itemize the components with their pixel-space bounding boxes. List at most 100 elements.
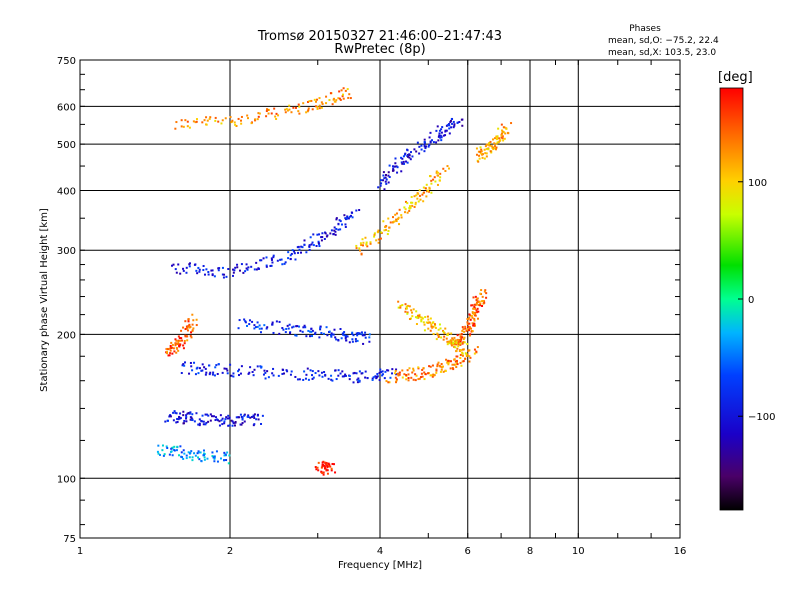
data-point — [281, 372, 284, 375]
data-point — [215, 450, 218, 453]
data-point — [252, 424, 255, 427]
data-point — [246, 114, 249, 117]
data-point — [449, 360, 452, 363]
data-point — [356, 378, 359, 381]
data-point — [246, 117, 249, 120]
data-point — [472, 312, 475, 315]
data-point — [307, 109, 310, 112]
data-point — [484, 289, 487, 292]
data-point — [188, 265, 191, 268]
data-point — [439, 172, 442, 175]
data-point — [225, 459, 228, 462]
data-point — [477, 300, 480, 303]
data-point — [175, 449, 178, 452]
data-point — [266, 326, 269, 329]
data-point — [335, 227, 338, 230]
data-point — [357, 332, 360, 335]
data-point — [471, 316, 474, 319]
data-point — [311, 377, 314, 380]
data-point — [417, 366, 420, 369]
data-point — [476, 317, 479, 320]
data-point — [468, 313, 471, 316]
data-point — [164, 420, 167, 423]
y-tick-label: 100 — [57, 474, 76, 485]
data-point — [449, 119, 452, 122]
data-point — [398, 223, 401, 226]
data-point — [402, 155, 405, 158]
data-point — [455, 366, 458, 369]
data-point — [218, 424, 221, 427]
data-point — [325, 462, 328, 465]
data-point — [400, 214, 403, 217]
data-point — [368, 340, 371, 343]
data-point — [182, 410, 185, 413]
data-point — [229, 363, 232, 366]
data-point — [248, 323, 251, 326]
data-point — [388, 164, 391, 167]
data-point — [184, 335, 187, 338]
data-point — [439, 134, 442, 137]
data-point — [439, 136, 442, 139]
data-point — [186, 325, 189, 328]
data-point — [223, 451, 226, 454]
data-point — [238, 416, 241, 419]
data-point — [216, 460, 219, 463]
data-point — [415, 323, 418, 326]
data-point — [423, 323, 426, 326]
data-point — [444, 170, 447, 173]
data-point — [450, 341, 453, 344]
data-point — [321, 236, 324, 239]
data-point — [223, 420, 226, 423]
data-point — [297, 103, 300, 106]
data-point — [501, 135, 504, 138]
data-point — [418, 194, 421, 197]
data-point — [270, 264, 273, 267]
data-point — [461, 348, 464, 351]
data-point — [296, 246, 299, 249]
data-point — [398, 371, 401, 374]
data-point — [470, 330, 473, 333]
data-point — [308, 244, 311, 247]
data-point — [437, 328, 440, 331]
data-point — [401, 376, 404, 379]
data-point — [277, 114, 280, 117]
data-point — [257, 115, 260, 118]
data-point — [238, 368, 241, 371]
data-point — [313, 98, 316, 101]
data-point — [305, 111, 308, 114]
stats-o-line: mean, sd,O: −75.2, 22.4 — [608, 36, 719, 46]
data-point — [451, 337, 454, 340]
data-point — [426, 315, 429, 318]
data-point — [342, 97, 345, 100]
data-point — [409, 151, 412, 154]
data-point — [364, 336, 367, 339]
data-point — [392, 168, 395, 171]
data-point — [200, 460, 203, 463]
data-point — [316, 466, 319, 469]
data-point — [453, 340, 456, 343]
data-point — [209, 419, 212, 422]
data-point — [282, 328, 285, 331]
data-point — [291, 249, 294, 252]
data-point — [411, 155, 414, 158]
data-point — [213, 456, 216, 459]
data-point — [170, 450, 173, 453]
data-point — [408, 318, 411, 321]
data-point — [237, 370, 240, 373]
data-point — [292, 106, 295, 109]
data-point — [423, 141, 426, 144]
data-point — [395, 379, 398, 382]
data-point — [314, 372, 317, 375]
data-point — [325, 235, 328, 238]
data-point — [175, 421, 178, 424]
data-point — [251, 320, 254, 323]
data-point — [191, 459, 194, 462]
data-point — [318, 233, 321, 236]
data-point — [346, 216, 349, 219]
data-point — [448, 127, 451, 130]
data-point — [403, 211, 406, 214]
data-point — [246, 268, 249, 271]
data-point — [343, 334, 346, 337]
data-point — [440, 368, 443, 371]
data-point — [216, 372, 219, 375]
